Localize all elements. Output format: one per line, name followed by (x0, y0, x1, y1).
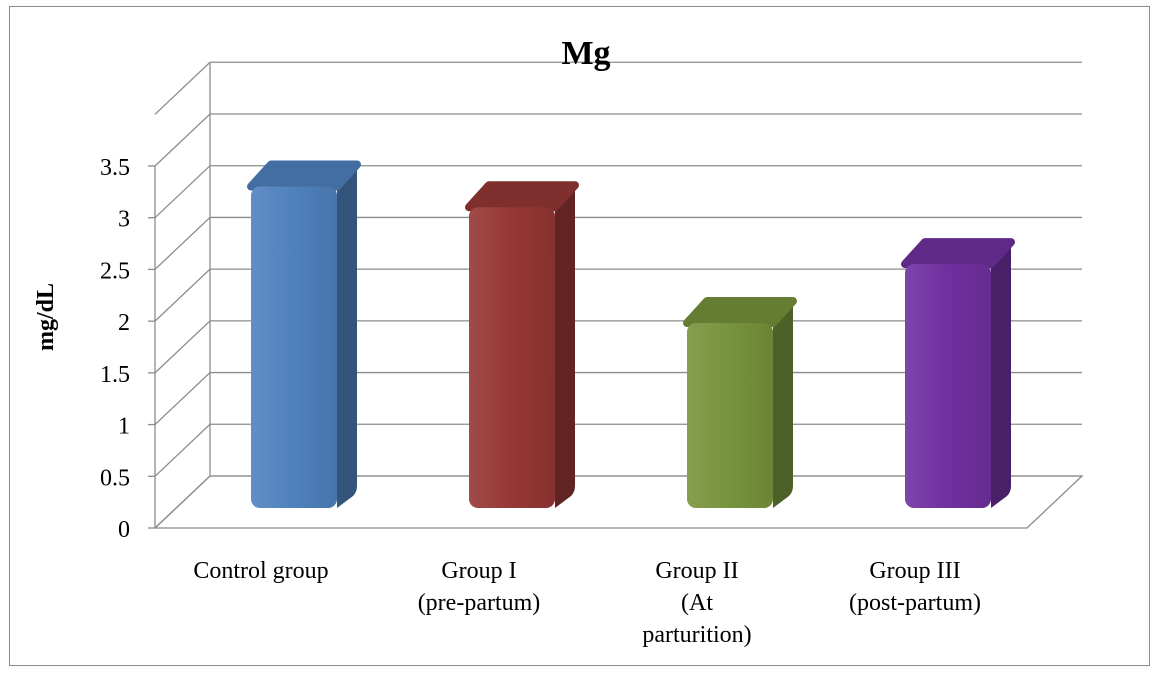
bar (683, 297, 797, 508)
y-tick-label: 2 (118, 310, 130, 336)
bar (247, 160, 361, 508)
x-tick-label: Group I (441, 558, 516, 584)
y-tick-label: 3.5 (100, 155, 130, 181)
bar-front-face (251, 186, 337, 508)
bar-top-face (901, 238, 1015, 269)
bar-front-face (687, 323, 773, 508)
x-tick-label: parturition) (642, 622, 751, 648)
y-tick-label: 3 (118, 207, 130, 233)
bar-side-face (773, 301, 793, 508)
gridline (154, 61, 1082, 115)
chart-title: Mg (561, 35, 610, 72)
bar-side-face (991, 242, 1011, 509)
bar (901, 238, 1015, 509)
x-tick-label: Group II (655, 558, 738, 584)
bar-top-face (465, 181, 579, 212)
x-tick-label: Group III (869, 558, 960, 584)
bar-side-face (337, 164, 357, 508)
bar-side-face (555, 185, 575, 508)
y-tick-label: 2.5 (100, 258, 130, 284)
x-tick-label: (post-partum) (849, 590, 981, 616)
bar-top-face (683, 297, 797, 328)
x-tick-label: (At (681, 590, 713, 616)
x-tick-label: (pre-partum) (418, 590, 541, 616)
y-tick-label: 0 (118, 517, 130, 543)
y-tick-label: 0.5 (100, 465, 130, 491)
bar-front-face (905, 264, 991, 508)
gridline (154, 113, 1082, 167)
y-axis-title: mg/dL (33, 283, 59, 351)
x-tick-label: Control group (193, 558, 328, 584)
bar-front-face (469, 207, 555, 508)
bar (465, 181, 579, 508)
y-tick-label: 1 (118, 414, 130, 440)
y-tick-label: 1.5 (100, 362, 130, 388)
bar-top-face (247, 160, 361, 191)
